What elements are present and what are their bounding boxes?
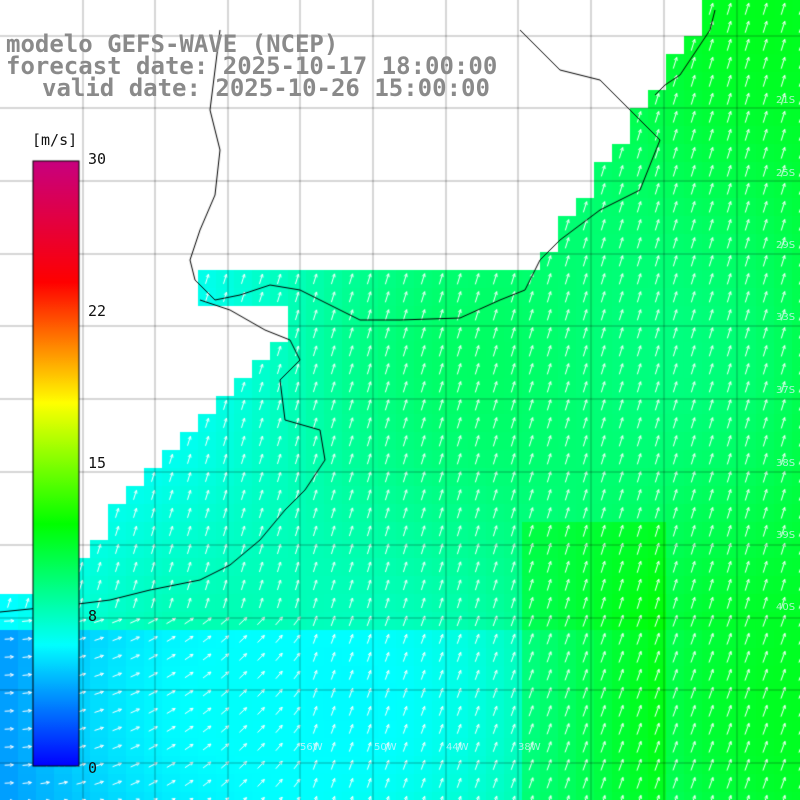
lat-label-21s: 21S — [776, 95, 796, 106]
forecast-date: forecast date: 2025-10-17 18:00:00 — [6, 52, 498, 80]
lat-label-29s: 29S — [776, 240, 796, 251]
lat-label-39s: 39S — [776, 530, 796, 541]
colorbar-tick-8: 8 — [88, 607, 98, 625]
valid-date: valid date: 2025-10-26 15:00:00 — [42, 74, 490, 102]
colorbar-tick-0: 0 — [88, 759, 98, 777]
lon-label-50w: 50W — [374, 742, 397, 753]
model-title: modelo GEFS-WAVE (NCEP) — [6, 30, 339, 58]
colorbar-tick-15: 15 — [88, 454, 107, 472]
lat-label-37s: 37S — [776, 385, 796, 396]
colorbar-tick-30: 30 — [88, 150, 107, 168]
lat-label-38s: 38S — [776, 458, 796, 469]
lat-label-25s: 25S — [776, 168, 796, 179]
lon-label-44w: 44W — [446, 742, 469, 753]
lon-label-38w: 38W — [518, 742, 541, 753]
lon-label-56w: 56W — [300, 742, 323, 753]
lat-label-40s: 40S — [776, 602, 796, 613]
lat-label-33s: 33S — [776, 312, 796, 323]
colorbar-unit: [m/s] — [32, 131, 78, 149]
colorbar-tick-22: 22 — [88, 302, 107, 320]
